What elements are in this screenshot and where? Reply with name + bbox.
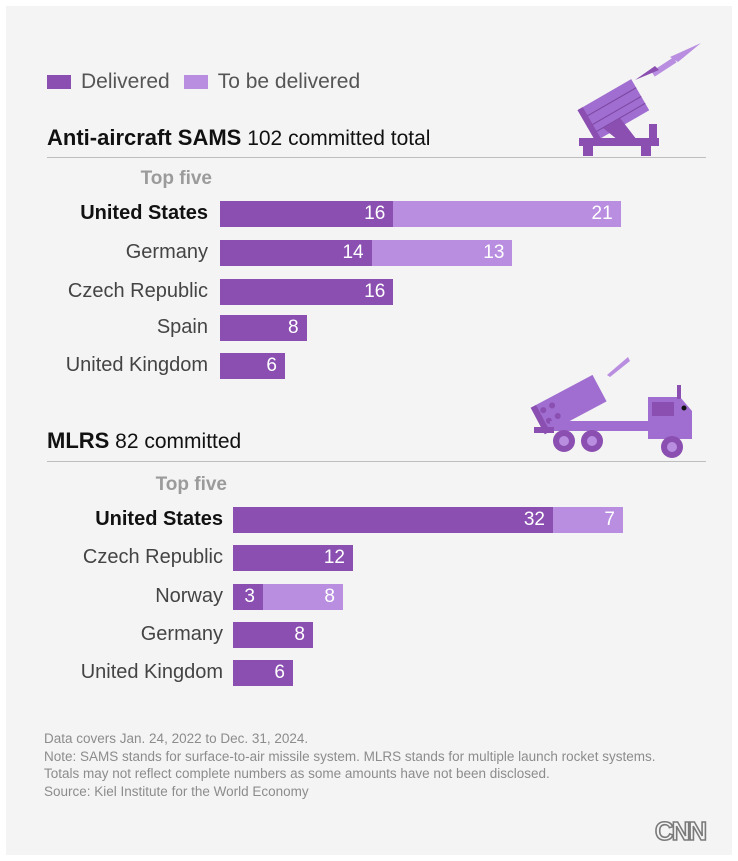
legend-label-to-be-delivered: To be delivered	[217, 70, 361, 93]
bar-to-be-delivered	[393, 201, 621, 227]
missile-launcher-icon	[577, 43, 701, 156]
bar-to-be-delivered	[553, 507, 623, 533]
top-five-label: Top five	[155, 474, 227, 495]
bar-value-label: 3	[244, 586, 255, 607]
bar-delivered	[220, 240, 372, 266]
category-label: United Kingdom	[80, 661, 223, 683]
bar-delivered	[220, 353, 285, 379]
bar-delivered	[233, 545, 353, 571]
category-label: United States	[80, 202, 208, 224]
bar-value-label: 8	[288, 317, 299, 338]
bar-value-label: 16	[364, 203, 386, 224]
bar-value-label: 8	[294, 624, 305, 645]
bar-delivered	[220, 201, 394, 227]
footnote-definitions: Note: SAMS stands for surface-to-air mis…	[44, 748, 656, 764]
bar-value-label: 6	[274, 662, 285, 683]
bar-value-label: 13	[483, 242, 505, 263]
bar-to-be-delivered	[263, 584, 343, 610]
bar-to-be-delivered	[371, 240, 513, 266]
category-label: Germany	[140, 623, 223, 645]
bar-delivered	[233, 507, 553, 533]
legend-swatch-to-be-delivered	[183, 75, 208, 89]
bar-value-label: 7	[604, 509, 615, 530]
category-label: United Kingdom	[65, 354, 208, 376]
category-label: Germany	[125, 241, 208, 263]
sams-subtitle: 102 committed total	[247, 127, 431, 150]
mlrs-section-title: MLRS 82 committed	[47, 428, 241, 454]
category-label: United States	[95, 508, 223, 530]
cnn-logo-text: CNN	[655, 816, 707, 846]
bar-delivered	[233, 584, 263, 610]
legend: Delivered To be delivered	[47, 70, 374, 94]
bar-value-label: 14	[342, 242, 364, 263]
bar-value-label: 32	[523, 509, 545, 530]
sams-divider	[47, 157, 706, 158]
mlrs-subtitle: 82 committed	[115, 430, 242, 453]
footnote-totals: Totals may not reflect complete numbers …	[44, 766, 550, 781]
sams-section-title: Anti-aircraft SAMS 102 committed total	[47, 125, 430, 151]
bar-value-label: 16	[364, 281, 386, 302]
cnn-logo: CNN	[654, 815, 709, 847]
bar-delivered	[233, 622, 313, 648]
mlrs-title: MLRS	[47, 428, 110, 453]
bar-delivered	[220, 279, 394, 305]
footnote-date-range: Data covers Jan. 24, 2022 to Dec. 31, 20…	[44, 731, 309, 746]
bar-value-label: 21	[591, 203, 613, 224]
top-five-label: Top five	[140, 168, 212, 189]
sams-title: Anti-aircraft SAMS	[47, 125, 242, 150]
legend-swatch-delivered	[47, 75, 71, 89]
bar-value-label: 12	[323, 547, 345, 568]
bar-value-label: 8	[324, 586, 335, 607]
category-label: Czech Republic	[67, 280, 208, 302]
bar-delivered	[220, 315, 307, 341]
legend-label-delivered: Delivered	[81, 70, 170, 93]
legend-delivered: Delivered	[47, 70, 170, 94]
rocket-truck-icon	[530, 357, 692, 458]
category-label: Norway	[155, 585, 223, 607]
bar-delivered	[233, 660, 293, 686]
footnotes: Data covers Jan. 24, 2022 to Dec. 31, 20…	[44, 730, 655, 800]
mlrs-divider	[47, 461, 706, 462]
category-label: Czech Republic	[82, 546, 223, 568]
bar-value-label: 6	[266, 355, 277, 376]
category-label: Spain	[156, 316, 208, 338]
footnote-source: Source: Kiel Institute for the World Eco…	[44, 783, 309, 799]
legend-to-be-delivered: To be delivered	[183, 70, 361, 94]
